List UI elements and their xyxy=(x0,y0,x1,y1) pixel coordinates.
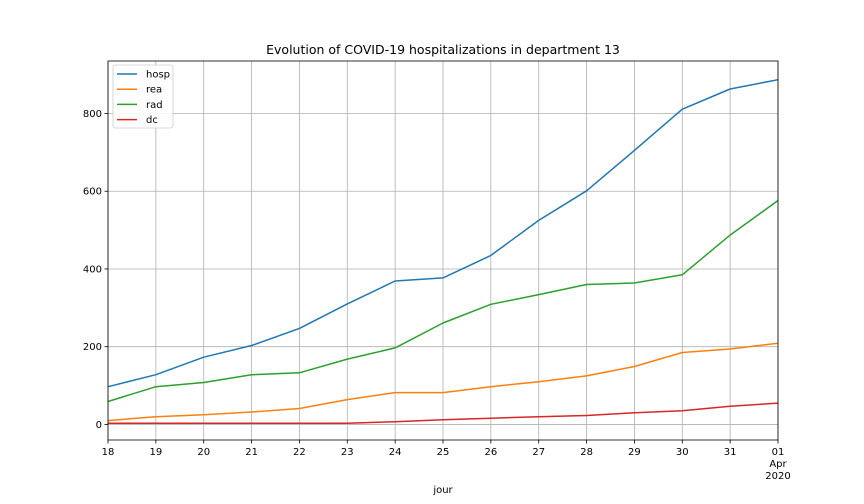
y-tick-label: 0 xyxy=(96,420,102,431)
y-axis: 0 200 400 600 800 xyxy=(83,109,108,431)
x-axis-label: jour xyxy=(432,485,453,496)
x-tick-label: 25 xyxy=(437,447,450,458)
x-tick-label: 22 xyxy=(293,447,306,458)
x-tick-label: 18 xyxy=(102,447,115,458)
x-tick-label: 27 xyxy=(532,447,545,458)
grid xyxy=(107,61,779,440)
x-tick-sublabel-year: 2020 xyxy=(765,471,790,482)
series-line-rad xyxy=(107,199,779,403)
y-tick-label: 800 xyxy=(83,109,102,120)
legend-label-dc: dc xyxy=(146,115,158,126)
legend-box xyxy=(112,64,174,129)
x-tick-label: 19 xyxy=(149,447,162,458)
x-tick-label: 20 xyxy=(197,447,210,458)
x-tick-label: 26 xyxy=(484,447,497,458)
x-tick-label: 28 xyxy=(580,447,593,458)
x-tick-sublabel-month: Apr xyxy=(769,459,787,470)
legend: hosp rea rad dc xyxy=(112,64,174,129)
series-line-dc xyxy=(108,402,779,425)
x-tick-label: 30 xyxy=(676,447,689,458)
y-tick-label: 600 xyxy=(83,187,102,198)
x-tick-label: 21 xyxy=(245,447,258,458)
chart-title: Evolution of COVID-19 hospitalizations i… xyxy=(266,42,620,57)
x-tick-label: 23 xyxy=(341,447,354,458)
legend-label-hosp: hosp xyxy=(146,70,170,81)
y-tick-label: 200 xyxy=(83,342,102,353)
x-tick-label: 01 xyxy=(772,447,785,458)
x-tick-label: 24 xyxy=(389,447,402,458)
series-line-rea xyxy=(107,342,779,422)
x-tick-label: 31 xyxy=(724,447,737,458)
x-tick-label: 29 xyxy=(628,447,641,458)
legend-label-rad: rad xyxy=(146,100,163,111)
series-line-hosp xyxy=(107,78,779,388)
legend-label-rea: rea xyxy=(146,85,162,96)
y-tick-label: 400 xyxy=(83,264,102,275)
series-group xyxy=(107,78,779,425)
